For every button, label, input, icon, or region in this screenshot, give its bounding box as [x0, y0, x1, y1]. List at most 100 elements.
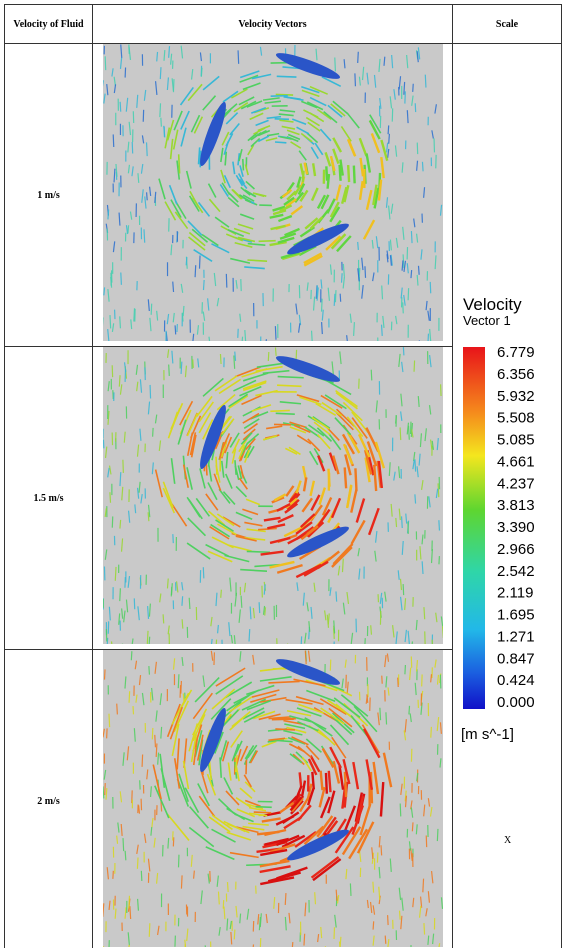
flow-streak [219, 589, 222, 598]
flow-streak [328, 587, 332, 596]
flow-streak [104, 508, 107, 518]
flow-streak [402, 260, 406, 273]
flow-streak [389, 255, 392, 266]
vortex-arrow [186, 517, 206, 537]
flow-streak [119, 101, 121, 112]
flow-streak [136, 173, 139, 183]
flow-streak [125, 97, 128, 112]
flow-streak [436, 483, 439, 498]
vortex-arrow [343, 454, 352, 476]
flow-streak [247, 629, 250, 642]
vortex-arrow [313, 421, 330, 436]
vortex-arrow [229, 432, 240, 448]
vortex-arrow [227, 228, 244, 238]
flow-streak [145, 769, 148, 780]
vortex-arrow [195, 497, 210, 517]
flow-streak [375, 236, 378, 249]
flow-streak [407, 705, 410, 715]
flow-streak [365, 695, 368, 704]
flow-streak [427, 798, 430, 807]
flow-streak [397, 466, 400, 479]
flow-streak [344, 868, 347, 880]
flow-streak [236, 50, 239, 64]
flow-streak [323, 610, 326, 621]
flow-streak [216, 624, 219, 634]
vortex-arrow [252, 127, 265, 135]
flow-streak [383, 591, 387, 602]
vortex-arrow [166, 813, 190, 841]
vortex-arrow [367, 507, 380, 536]
vortex-arrow [289, 141, 301, 149]
vortex-arrow [366, 441, 377, 467]
vortex-arrow [326, 104, 343, 118]
flow-streak [140, 754, 143, 767]
flow-streak [120, 608, 123, 619]
flow-streak [259, 913, 262, 928]
vortex-arrow [341, 759, 351, 785]
vortex-arrow [223, 436, 232, 454]
vortex-arrow [268, 240, 287, 247]
vortex-arrow [187, 236, 206, 251]
vortex-arrow [159, 768, 170, 802]
flow-streak [335, 889, 338, 901]
vortex-arrow [227, 196, 240, 208]
flow-streak [433, 659, 437, 668]
vortex-arrow [251, 404, 271, 412]
flow-streak [419, 249, 423, 260]
flow-streak [239, 595, 242, 608]
vortex-arrow [214, 216, 229, 228]
flow-streak [423, 428, 427, 442]
vortex-arrow [209, 523, 230, 538]
flow-streak [140, 189, 144, 203]
vortex-arrow [247, 822, 269, 826]
flow-streak [430, 639, 433, 650]
flow-streak [356, 51, 359, 64]
vortex-arrow [285, 726, 306, 734]
flow-streak [434, 612, 438, 623]
vortex-arrow [293, 191, 304, 204]
vortex-arrow [178, 400, 193, 426]
legend-tick-label: 4.661 [497, 453, 535, 470]
vortex-arrow [303, 254, 323, 267]
vortex-arrow [346, 416, 363, 437]
flow-streak [307, 621, 310, 632]
flow-streak [166, 313, 169, 325]
vortex-arrow [168, 184, 178, 205]
vortex-arrow [244, 744, 254, 760]
flow-streak [114, 566, 117, 581]
flow-streak [132, 308, 135, 322]
vortex-arrow [293, 830, 317, 848]
legend-tick-label: 0.000 [497, 694, 535, 711]
flow-streak [401, 162, 404, 173]
vortex-arrow [240, 100, 256, 110]
flow-streak [356, 241, 359, 251]
vortex-arrow [265, 425, 282, 430]
vortex-arrow [276, 75, 296, 78]
vortex-arrow [278, 204, 292, 213]
flow-streak [125, 599, 128, 613]
vortex-arrow [300, 780, 306, 797]
flow-streak [127, 575, 130, 588]
flow-streak [108, 492, 111, 503]
vortex-arrow [221, 131, 229, 146]
vortex-arrow [379, 139, 388, 162]
speed-cell: 1 m/s [4, 43, 93, 347]
flow-streak [319, 279, 322, 289]
flow-streak [389, 254, 393, 266]
vortex-arrow [343, 467, 347, 489]
vortex-arrow [319, 698, 347, 715]
vortex-arrow [249, 411, 268, 420]
vortex-arrow [237, 465, 242, 480]
vortex-arrow [219, 740, 227, 761]
flow-streak [422, 923, 425, 935]
flow-streak [259, 46, 262, 56]
flow-streak [434, 255, 437, 270]
vortex-arrow [253, 811, 271, 814]
vortex-arrow [198, 468, 206, 489]
flow-streak [338, 936, 341, 948]
flow-streak [185, 928, 188, 942]
vortex-arrow [275, 93, 293, 96]
flow-streak [415, 824, 418, 835]
flow-streak [415, 466, 419, 478]
flow-streak [126, 746, 129, 761]
